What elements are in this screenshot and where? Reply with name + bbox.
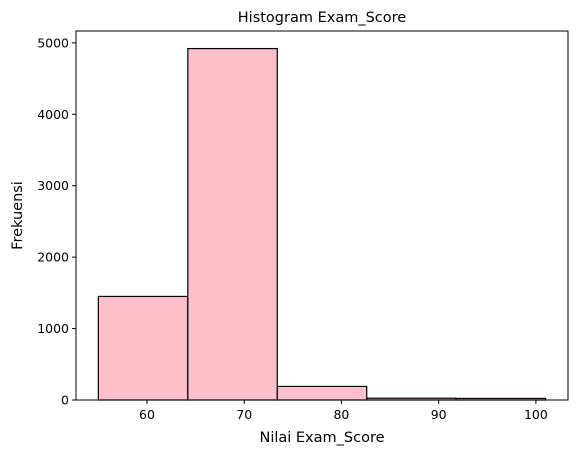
histogram-bar-2	[276, 385, 368, 401]
bars-group	[97, 47, 547, 401]
x-tick-label: 70	[236, 407, 252, 422]
y-axis-ticks: 0 1000 2000 3000 4000 5000	[37, 35, 76, 408]
x-tick-label: 100	[524, 407, 548, 422]
y-tick-label: 1000	[37, 321, 69, 336]
histogram-bar-1	[187, 47, 278, 401]
x-axis-label: Nilai Exam_Score	[259, 430, 384, 446]
x-axis-ticks: 60 70 80 90 100	[139, 400, 548, 422]
y-tick-label: 3000	[37, 178, 69, 193]
chart-title: Histogram Exam_Score	[238, 10, 407, 26]
y-axis-label: Frekuensi	[10, 181, 26, 250]
x-tick-label: 60	[139, 407, 155, 422]
plot-frame	[75, 30, 569, 401]
y-tick-label: 2000	[37, 250, 69, 265]
x-tick-label: 90	[431, 407, 447, 422]
y-tick-label: 0	[61, 393, 69, 408]
y-tick-label: 4000	[37, 107, 69, 122]
x-tick-label: 80	[333, 407, 349, 422]
histogram-bar-0	[97, 295, 189, 401]
y-tick-label: 5000	[37, 35, 69, 50]
